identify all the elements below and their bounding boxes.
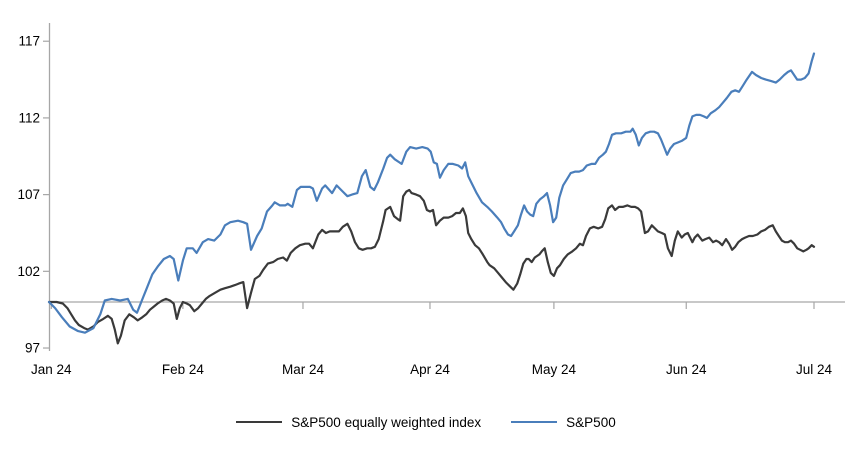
- legend-label-equal-weighted: S&P500 equally weighted index: [291, 414, 482, 430]
- x-tick-label: Jan 24: [31, 362, 72, 377]
- y-tick-label: 107: [17, 187, 40, 202]
- legend-item-sp500: S&P500: [511, 415, 616, 430]
- legend-item-equal-weighted: S&P500 equally weighted index: [236, 415, 481, 430]
- x-tick-label: Jul 24: [796, 362, 833, 377]
- x-tick-label: Feb 24: [162, 362, 205, 377]
- x-tick-label: Jun 24: [666, 362, 707, 377]
- y-tick-label: 97: [25, 341, 40, 356]
- x-tick-label: May 24: [532, 362, 577, 377]
- x-tick-label: Apr 24: [410, 362, 450, 377]
- y-tick-label: 112: [18, 110, 40, 125]
- sp500-line-swatch: [511, 421, 558, 423]
- equal-weighted-line-swatch: [236, 421, 283, 423]
- y-tick-label: 117: [18, 34, 40, 49]
- sp500-line: [47, 52, 816, 334]
- x-tick-label: Mar 24: [282, 362, 325, 377]
- y-tick-label: 102: [17, 264, 40, 279]
- legend-label-sp500: S&P500: [566, 414, 616, 430]
- equal-weighted-index-line: [47, 188, 816, 345]
- chart-legend: S&P500 equally weighted index S&P500: [0, 409, 852, 435]
